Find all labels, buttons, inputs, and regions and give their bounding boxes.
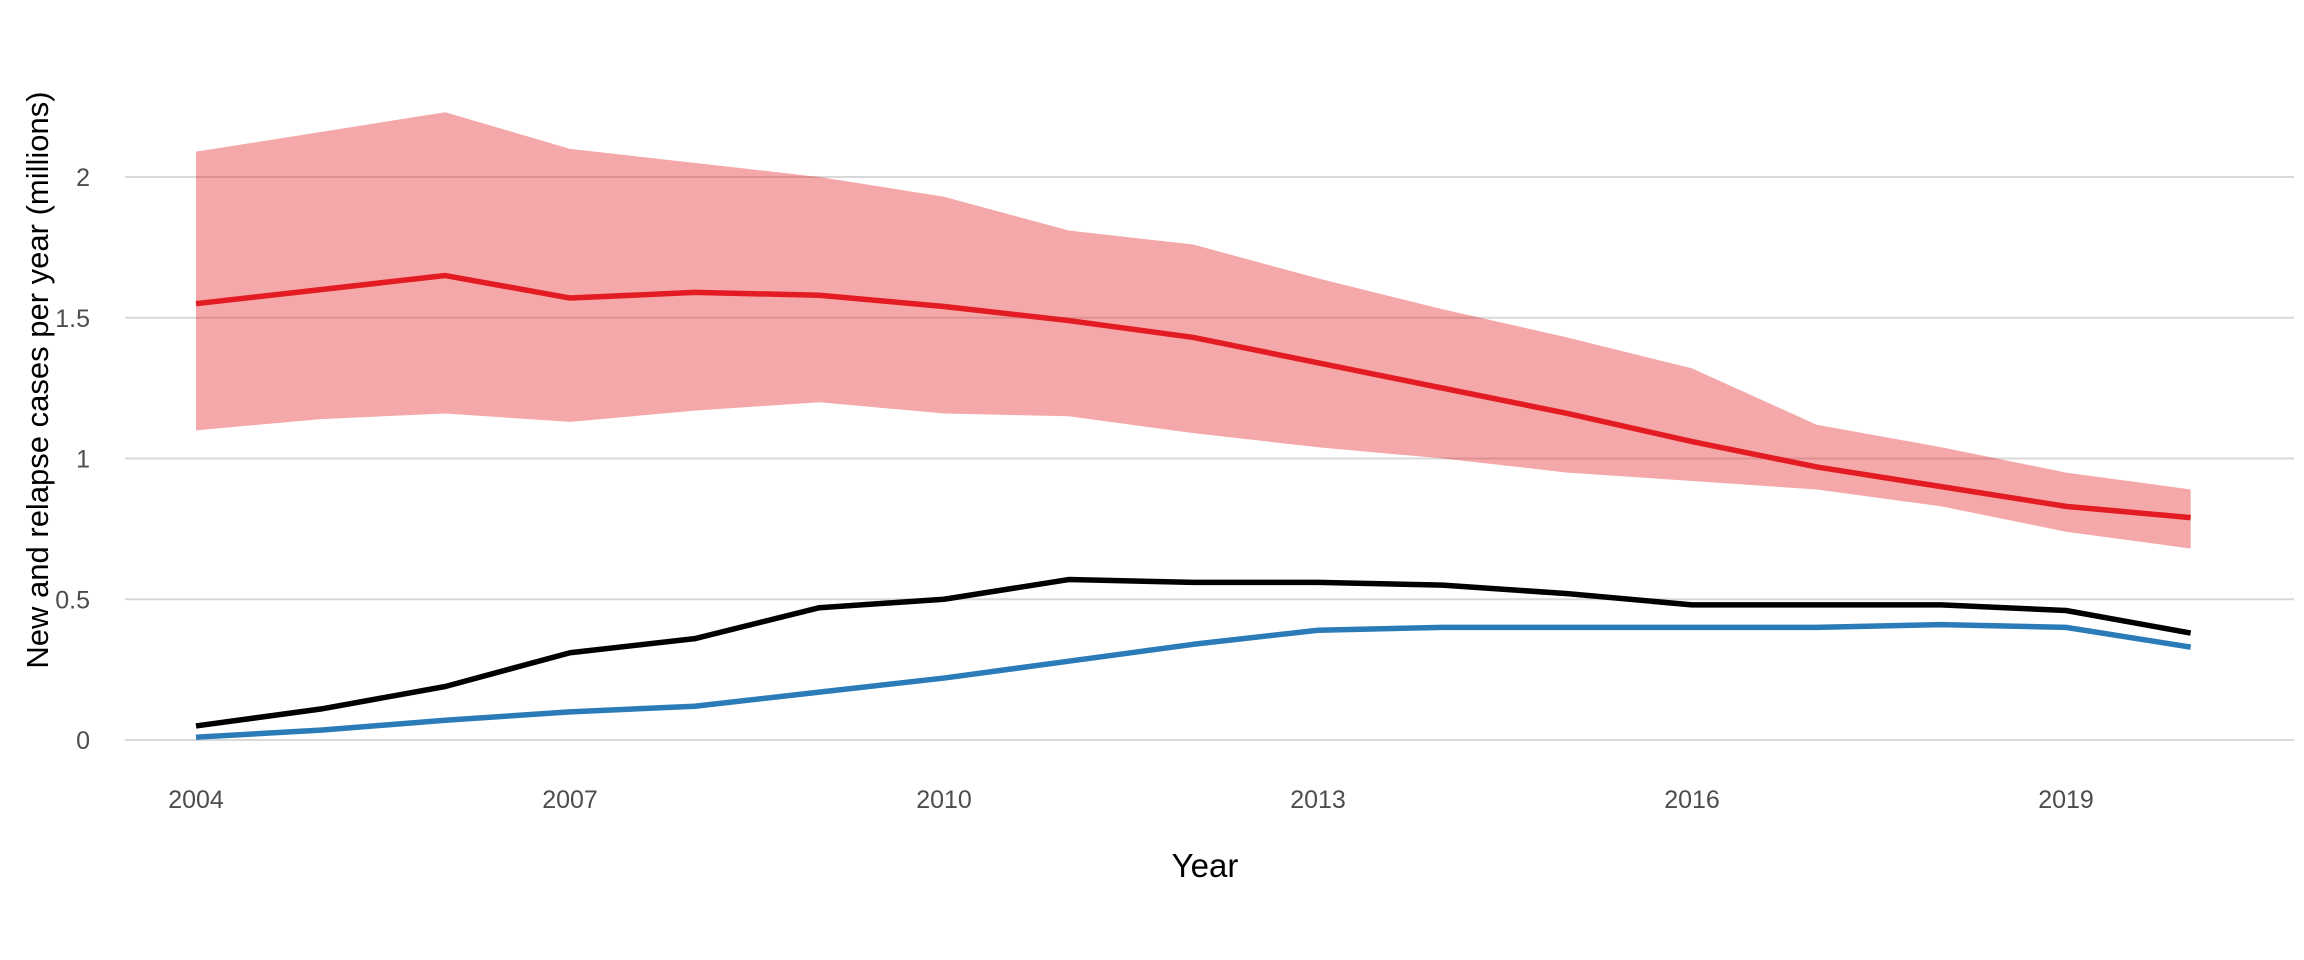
x-axis-title: Year [1171,847,1239,884]
y-tick-label-1: 1 [76,446,90,474]
x-tick-label-2016: 2016 [1664,786,1720,814]
x-tick-label-2004: 2004 [168,786,224,814]
y-tick-label-1.5: 1.5 [55,305,90,333]
y-tick-label-0.5: 0.5 [55,586,90,614]
x-tick-label-2007: 2007 [542,786,598,814]
y-tick-label-2: 2 [76,164,90,192]
y-axis-title: New and relapse cases per year (millions… [20,91,55,669]
y-tick-label-0: 0 [76,727,90,755]
x-tick-label-2013: 2013 [1290,786,1346,814]
red-estimate-line [195,272,2191,521]
blue-line [195,621,2192,740]
x-tick-label-2019: 2019 [2038,786,2094,814]
x-tick-label-2010: 2010 [916,786,972,814]
black-line [195,576,2192,729]
